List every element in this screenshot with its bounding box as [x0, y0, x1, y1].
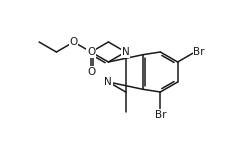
Text: Br: Br — [193, 47, 205, 57]
Text: N: N — [104, 77, 112, 87]
Text: O: O — [70, 37, 78, 47]
Text: N: N — [122, 47, 130, 57]
Text: O: O — [87, 67, 95, 77]
Text: O: O — [87, 47, 95, 57]
Text: Br: Br — [155, 110, 166, 120]
